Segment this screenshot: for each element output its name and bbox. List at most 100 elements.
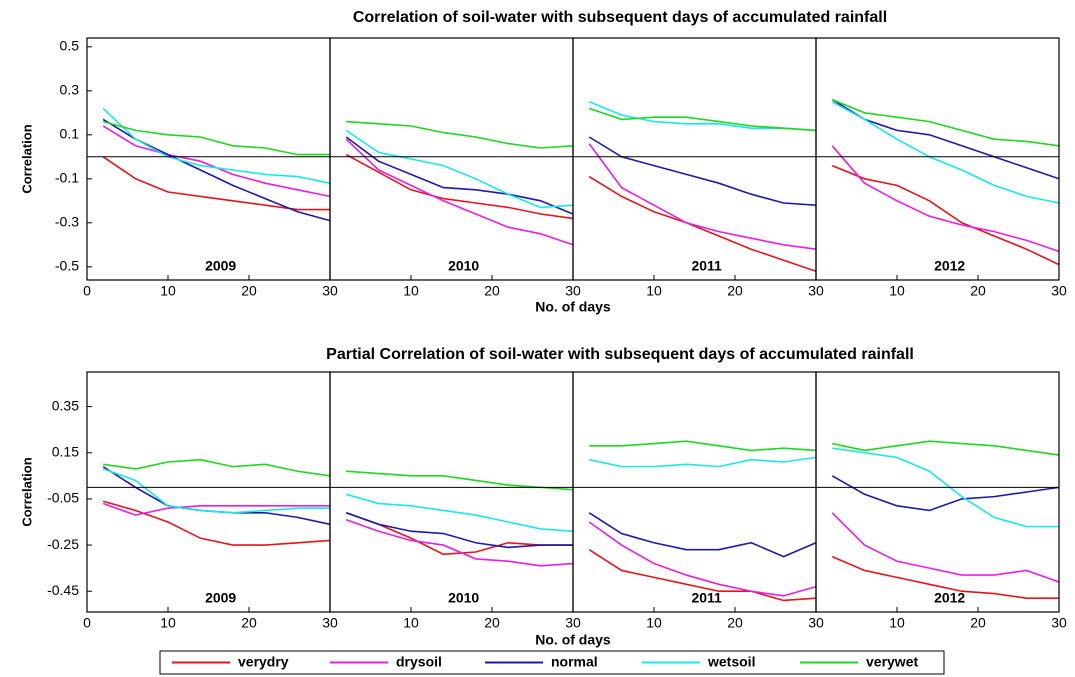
series-line xyxy=(588,549,817,602)
series-line xyxy=(345,512,573,556)
series-line xyxy=(345,129,574,209)
x-tick-label: 30 xyxy=(565,615,581,631)
y-tick-label: -0.05 xyxy=(47,490,79,506)
series-line xyxy=(103,458,331,477)
x-tick-label: 20 xyxy=(484,615,500,631)
panel-frame xyxy=(815,37,1060,281)
series-line xyxy=(102,502,330,516)
series-line xyxy=(831,475,1060,512)
series-line xyxy=(102,500,331,546)
y-axis-label: Correlation xyxy=(19,457,34,526)
series-line xyxy=(832,447,1059,528)
x-tick-label: 10 xyxy=(160,283,176,299)
series-line xyxy=(345,518,574,567)
series-line xyxy=(589,456,817,468)
x-tick-label: 30 xyxy=(808,615,824,631)
legend-box xyxy=(159,650,945,675)
x-tick-label: 10 xyxy=(403,283,419,299)
series-line xyxy=(831,164,1060,266)
x-tick-label: 10 xyxy=(160,615,176,631)
series-line xyxy=(831,98,1060,180)
series-line xyxy=(832,440,1060,456)
panel-label: 2012 xyxy=(934,258,965,274)
panel-frame xyxy=(815,371,1060,613)
series-line xyxy=(831,101,1060,204)
x-tick-label: 30 xyxy=(322,615,338,631)
series-line xyxy=(831,555,1059,599)
x-tick-label: 20 xyxy=(484,283,500,299)
panel-label: 2009 xyxy=(205,590,236,606)
x-tick-label: 30 xyxy=(1051,283,1067,299)
legend-label: verywet xyxy=(866,654,918,670)
panel-frame xyxy=(329,371,574,613)
panel-label: 2009 xyxy=(205,258,236,274)
y-tick-label: -0.25 xyxy=(47,536,79,552)
y-tick-label: 0.1 xyxy=(60,126,80,142)
series-line xyxy=(345,136,574,215)
legend-label: verydry xyxy=(238,654,289,670)
x-tick-label: 10 xyxy=(646,615,662,631)
panel-label: 2011 xyxy=(691,590,722,606)
x-tick-label: 20 xyxy=(727,283,743,299)
chart-title: Partial Correlation of soil-water with s… xyxy=(326,346,914,363)
legend-label: drysoil xyxy=(396,654,442,670)
panel-frame xyxy=(572,371,817,613)
series-line xyxy=(102,156,330,211)
x-tick-label: 10 xyxy=(403,615,419,631)
series-line xyxy=(345,153,574,220)
y-axis-label: Correlation xyxy=(19,124,34,193)
chart-title: Correlation of soil-water with subsequen… xyxy=(353,9,887,26)
x-tick-label: 20 xyxy=(727,615,743,631)
y-tick-label: -0.3 xyxy=(55,214,79,230)
panel-label: 2010 xyxy=(448,258,479,274)
x-tick-label: 0 xyxy=(83,283,91,299)
legend-label: normal xyxy=(551,654,598,670)
series-line xyxy=(102,125,331,198)
legend-label: wetsoil xyxy=(707,654,755,670)
series-line xyxy=(588,143,817,250)
y-tick-label: 0.3 xyxy=(60,82,80,98)
x-tick-label: 30 xyxy=(565,283,581,299)
series-line xyxy=(588,107,817,132)
y-tick-label: 0.5 xyxy=(60,38,80,54)
series-line xyxy=(588,175,817,272)
series-line xyxy=(831,145,1060,253)
x-tick-label: 20 xyxy=(241,283,257,299)
series-line xyxy=(831,98,1060,147)
x-tick-label: 20 xyxy=(970,283,986,299)
y-tick-label: 0.35 xyxy=(52,397,79,413)
x-tick-label: 30 xyxy=(322,283,338,299)
x-tick-label: 30 xyxy=(808,283,824,299)
y-tick-label: 0.15 xyxy=(52,443,79,459)
series-line xyxy=(102,468,330,514)
x-tick-label: 30 xyxy=(1051,615,1067,631)
y-tick-label: -0.45 xyxy=(47,582,79,598)
series-line xyxy=(345,493,574,533)
series-line xyxy=(589,440,817,452)
panel-frame xyxy=(86,37,331,281)
series-line xyxy=(102,465,331,526)
panel-label: 2012 xyxy=(934,590,965,606)
panel-frame xyxy=(86,371,331,613)
x-tick-label: 10 xyxy=(889,615,905,631)
y-tick-label: -0.1 xyxy=(55,170,79,186)
series-line xyxy=(345,138,574,246)
panel-label: 2011 xyxy=(691,258,722,274)
series-line xyxy=(102,118,331,222)
series-line xyxy=(345,512,573,549)
x-tick-label: 20 xyxy=(970,615,986,631)
series-line xyxy=(102,107,331,184)
series-line xyxy=(588,512,817,558)
panel-label: 2010 xyxy=(448,590,479,606)
x-axis-label: No. of days xyxy=(535,632,611,648)
series-line xyxy=(346,120,574,149)
y-tick-label: -0.5 xyxy=(55,258,79,274)
series-line xyxy=(588,101,817,132)
series-line xyxy=(102,120,330,156)
x-tick-label: 20 xyxy=(241,615,257,631)
series-line xyxy=(588,136,817,206)
x-axis-label: No. of days xyxy=(535,299,611,315)
x-tick-label: 10 xyxy=(889,283,905,299)
series-line xyxy=(831,512,1060,583)
